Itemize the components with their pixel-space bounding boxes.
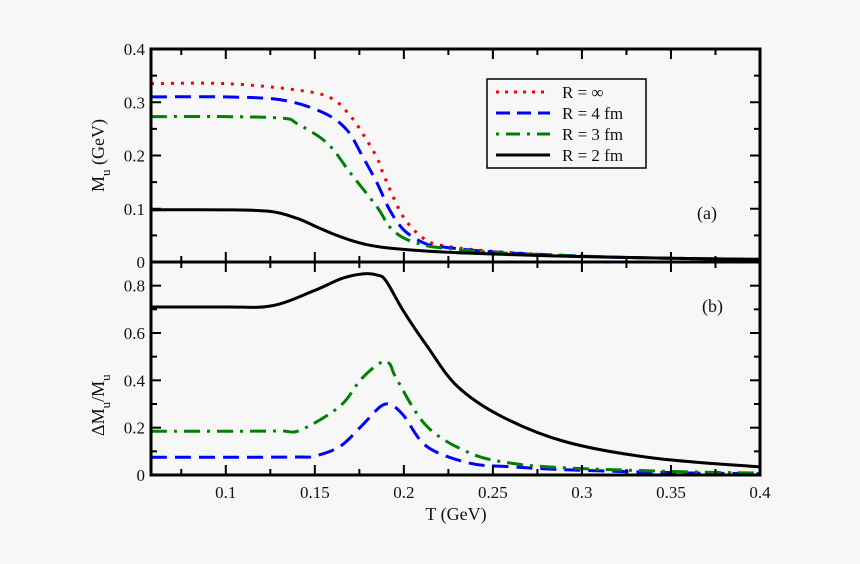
y-tick-label: 0 (137, 466, 146, 485)
series-line-panel0-3 (150, 208, 761, 261)
x-tick-label: 0.4 (749, 483, 771, 502)
panel-label-a: (a) (697, 203, 717, 224)
series-line-panel1-1 (150, 359, 761, 475)
y-title-bottom-main: ΔM (88, 408, 108, 436)
y-tick-label: 0.1 (124, 200, 145, 219)
y-title-bottom-sub: u (98, 401, 113, 408)
y-tick-label: 0.6 (124, 324, 145, 343)
x-tick-label: 0.2 (393, 483, 414, 502)
legend-label-r-2: R = 2 fm (562, 146, 623, 165)
x-tick-label: 0.1 (215, 483, 236, 502)
x-tick-label: 0.3 (571, 483, 592, 502)
y-title-top-unit: (GeV) (88, 119, 109, 169)
x-tick-label: 0.25 (478, 483, 508, 502)
plot-frame-1 (149, 260, 762, 477)
axes (149, 47, 762, 477)
y-title-top-main: M (88, 176, 108, 192)
legend-box (486, 78, 647, 169)
y-axis-title-bottom: ΔMu/Mu (88, 374, 113, 436)
legend-label-r-3: R = 3 fm (562, 125, 623, 144)
x-axis-title: T (GeV) (425, 504, 486, 525)
y-tick-label: 0.3 (124, 93, 145, 112)
x-tick-label: 0.15 (300, 483, 330, 502)
tick-labels: 0 0.1 0.2 0.3 0.4 0 0.2 0.4 0.6 0.8 0.1 0.15 0.2 0.25… (124, 40, 771, 502)
y-title-bottom-sub2: u (98, 374, 113, 381)
y-tick-label: 0 (137, 253, 146, 272)
legend-label-r-inf: R = ∞ (562, 83, 604, 102)
panel-label-b: (b) (702, 296, 723, 317)
series-line-panel1-2 (150, 272, 761, 469)
series-line-panel1-0 (150, 402, 761, 476)
y-tick-label: 0.8 (124, 277, 145, 296)
x-tick-label: 0.35 (656, 483, 686, 502)
y-tick-label: 0.4 (124, 40, 146, 59)
y-title-top-sub: u (98, 169, 113, 176)
legend: R = ∞ R = 4 fm R = 3 fm R = 2 fm (486, 78, 647, 169)
y-axis-title-top: Mu (GeV) (88, 119, 113, 192)
series-line-panel0-1 (150, 95, 761, 261)
legend-label-r-4: R = 4 fm (562, 104, 623, 123)
y-tick-label: 0.2 (124, 147, 145, 166)
y-title-bottom-mid: /M (88, 381, 108, 402)
y-tick-label: 0.4 (124, 371, 146, 390)
y-tick-label: 0.2 (124, 419, 145, 438)
